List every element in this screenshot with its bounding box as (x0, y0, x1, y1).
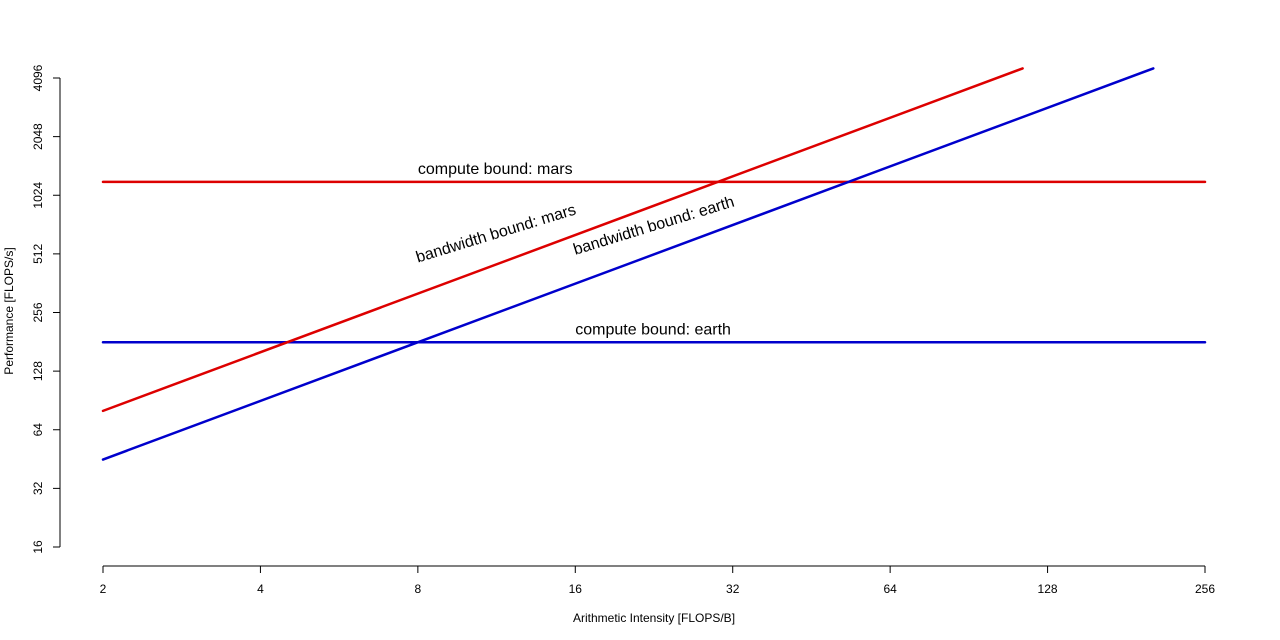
bandwidth-bound-earth-line (101, 67, 1155, 461)
y-tick-label: 32 (31, 481, 45, 495)
bandwidth-bound-mars-line (101, 67, 1024, 413)
bandwidth-bound-mars-label: bandwidth bound: mars (414, 202, 578, 267)
y-tick-label: 256 (31, 302, 45, 322)
x-tick-label: 2 (100, 582, 107, 596)
y-tick-label: 64 (31, 423, 45, 437)
x-tick-label: 8 (415, 582, 422, 596)
x-tick-label: 256 (1195, 582, 1215, 596)
x-tick-label: 128 (1038, 582, 1058, 596)
y-axis-title: Performance [FLOPS/s] (2, 247, 16, 374)
x-tick-label: 64 (883, 582, 897, 596)
x-tick-label: 16 (569, 582, 583, 596)
annotations-group: compute bound: mars compute bound: earth b… (414, 161, 736, 338)
compute-bound-mars-label: compute bound: mars (418, 161, 573, 178)
x-tick-label: 4 (257, 582, 264, 596)
y-tick-label: 16 (31, 540, 45, 554)
y-tick-label: 128 (31, 361, 45, 381)
y-tick-label: 4096 (31, 64, 45, 91)
compute-bound-earth-label: compute bound: earth (575, 321, 731, 338)
y-tick-label: 1024 (31, 182, 45, 209)
axes: 2 4 8 16 32 64 128 256 16 32 64 128 256 512 1024 2048 40… (31, 64, 1215, 596)
series-group (101, 67, 1207, 461)
x-tick-label: 32 (726, 582, 740, 596)
y-tick-label: 2048 (31, 123, 45, 150)
y-tick-label: 512 (31, 244, 45, 264)
x-axis-title: Arithmetic Intensity [FLOPS/B] (573, 611, 735, 625)
